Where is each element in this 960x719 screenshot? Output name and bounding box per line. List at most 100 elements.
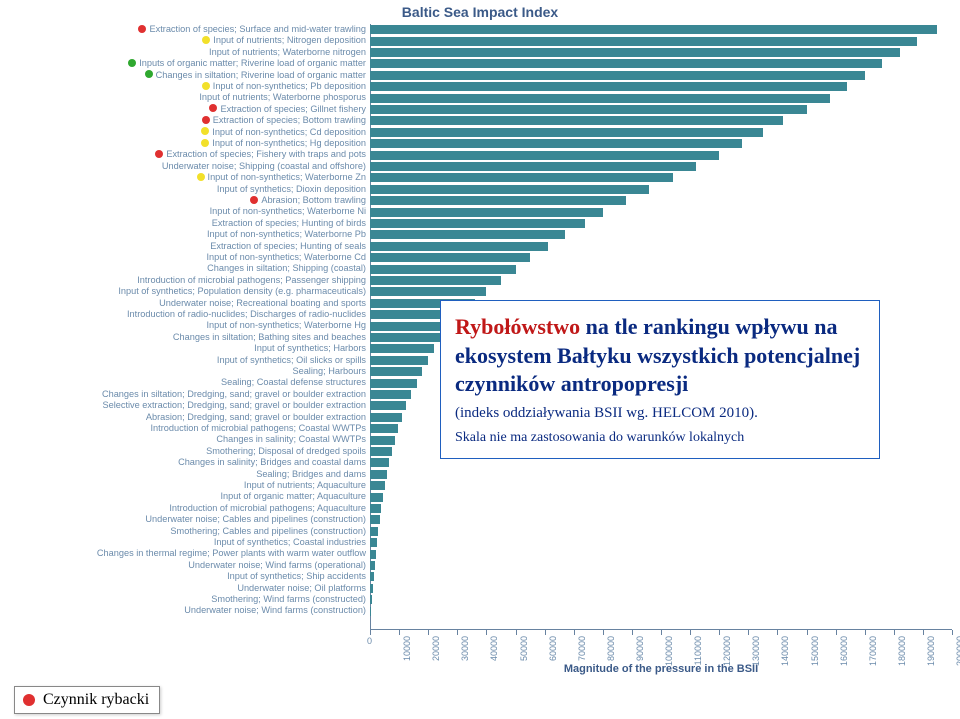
row-label-text: Sealing; Coastal defense structures xyxy=(221,377,366,387)
row-label-text: Extraction of species; Fishery with trap… xyxy=(166,149,366,159)
row-label: Selective extraction; Dredging, sand; gr… xyxy=(0,401,370,410)
x-tick-label: 100000 xyxy=(664,636,674,666)
chart-row: Extraction of species; Fishery with trap… xyxy=(0,149,960,160)
x-tick xyxy=(574,630,575,635)
row-label: Underwater noise; Shipping (coastal and … xyxy=(0,162,370,171)
chart-row: Underwater noise; Shipping (coastal and … xyxy=(0,161,960,172)
bar xyxy=(370,561,375,570)
row-label: Input of synthetics; Harbors xyxy=(0,344,370,353)
bar-cell xyxy=(370,595,960,605)
legend-box: Czynnik rybacki xyxy=(14,686,160,714)
bar xyxy=(370,538,377,547)
category-dot-icon xyxy=(202,82,210,90)
row-label-text: Input of nutrients; Nitrogen deposition xyxy=(213,35,366,45)
x-tick xyxy=(952,630,953,635)
bar xyxy=(370,116,783,125)
bar-cell xyxy=(370,549,960,559)
bar-cell xyxy=(370,287,960,297)
row-label: Smothering; Cables and pipelines (constr… xyxy=(0,527,370,536)
row-label: Changes in siltation; Riverine load of o… xyxy=(0,71,370,80)
legend-label: Czynnik rybacki xyxy=(43,691,149,709)
row-label-text: Underwater noise; Recreational boating a… xyxy=(159,298,366,308)
row-label-text: Input of synthetics; Harbors xyxy=(254,343,366,353)
row-label-text: Introduction of microbial pathogens; Pas… xyxy=(137,275,366,285)
row-label-text: Input of non-synthetics; Waterborne Zn xyxy=(208,172,366,182)
chart-row: Extraction of species; Surface and mid-w… xyxy=(0,24,960,35)
row-label-text: Underwater noise; Cables and pipelines (… xyxy=(145,514,366,524)
bar-cell xyxy=(370,526,960,536)
row-label-text: Underwater noise; Shipping (coastal and … xyxy=(162,161,366,171)
x-tick-label: 10000 xyxy=(402,636,412,661)
row-label: Changes in siltation; Shipping (coastal) xyxy=(0,264,370,273)
x-tick xyxy=(690,630,691,635)
x-tick xyxy=(865,630,866,635)
x-tick-label: 120000 xyxy=(722,636,732,666)
row-label-text: Changes in siltation; Bathing sites and … xyxy=(173,332,366,342)
row-label-text: Introduction of radio-nuclides; Discharg… xyxy=(127,309,366,319)
chart-row: Sealing; Bridges and dams xyxy=(0,469,960,480)
row-label: Input of non-synthetics; Pb deposition xyxy=(0,82,370,91)
chart-row: Introduction of microbial pathogens; Pas… xyxy=(0,275,960,286)
category-dot-icon xyxy=(197,173,205,181)
x-tick-label: 70000 xyxy=(577,636,587,661)
chart-row: Smothering; Cables and pipelines (constr… xyxy=(0,526,960,537)
row-label: Input of non-synthetics; Waterborne Ni xyxy=(0,207,370,216)
chart-row: Input of nutrients; Aquaculture xyxy=(0,480,960,491)
bar-cell xyxy=(370,275,960,285)
row-label-text: Input of non-synthetics; Waterborne Cd xyxy=(206,252,366,262)
row-label-text: Inputs of organic matter; Riverine load … xyxy=(139,58,366,68)
bar xyxy=(370,436,395,445)
row-label: Input of synthetics; Coastal industries xyxy=(0,538,370,547)
bar xyxy=(370,470,387,479)
bar-cell xyxy=(370,82,960,92)
row-label-text: Changes in siltation; Shipping (coastal) xyxy=(207,263,366,273)
bar xyxy=(370,139,742,148)
x-tick xyxy=(836,630,837,635)
chart-row: Input of nutrients; Nitrogen deposition xyxy=(0,35,960,46)
bar xyxy=(370,458,389,467)
bar xyxy=(370,390,411,399)
row-label-text: Underwater noise; Wind farms (operationa… xyxy=(188,560,366,570)
row-label-text: Sealing; Bridges and dams xyxy=(256,469,366,479)
row-label: Abrasion; Dredging, sand; gravel or boul… xyxy=(0,413,370,422)
bar-cell xyxy=(370,253,960,263)
row-label-text: Selective extraction; Dredging, sand; gr… xyxy=(102,400,366,410)
bar-cell xyxy=(370,36,960,46)
x-tick-label: 150000 xyxy=(810,636,820,666)
x-tick-label: 50000 xyxy=(519,636,529,661)
chart-row: Extraction of species; Gillnet fishery xyxy=(0,104,960,115)
bar xyxy=(370,607,371,616)
bar xyxy=(370,550,376,559)
row-label-text: Input of non-synthetics; Hg deposition xyxy=(212,138,366,148)
bar xyxy=(370,185,649,194)
x-tick-label: 200000 xyxy=(955,636,960,666)
chart-row: Extraction of species; Hunting of seals xyxy=(0,241,960,252)
chart-row: Changes in siltation; Shipping (coastal) xyxy=(0,263,960,274)
chart-row: Inputs of organic matter; Riverine load … xyxy=(0,58,960,69)
category-dot-icon xyxy=(201,139,209,147)
row-label: Sealing; Harbours xyxy=(0,367,370,376)
bar xyxy=(370,82,847,91)
x-tick-label: 80000 xyxy=(606,636,616,661)
row-label: Extraction of species; Hunting of birds xyxy=(0,219,370,228)
bar xyxy=(370,208,603,217)
row-label-text: Smothering; Cables and pipelines (constr… xyxy=(170,526,366,536)
x-tick-label: 160000 xyxy=(839,636,849,666)
x-tick xyxy=(457,630,458,635)
row-label: Changes in thermal regime; Power plants … xyxy=(0,549,370,558)
row-label: Changes in siltation; Dredging, sand; gr… xyxy=(0,390,370,399)
x-tick xyxy=(428,630,429,635)
chart-row: Input of non-synthetics; Pb deposition xyxy=(0,81,960,92)
chart-row: Input of non-synthetics; Waterborne Pb xyxy=(0,229,960,240)
row-label-text: Abrasion; Dredging, sand; gravel or boul… xyxy=(146,412,366,422)
bar xyxy=(370,59,882,68)
row-label-text: Changes in thermal regime; Power plants … xyxy=(97,548,366,558)
category-dot-icon xyxy=(202,36,210,44)
bar-cell xyxy=(370,264,960,274)
row-label-text: Smothering; Disposal of dredged spoils xyxy=(206,446,366,456)
row-label-text: Extraction of species; Hunting of seals xyxy=(210,241,366,251)
bar xyxy=(370,356,428,365)
x-tick-label: 110000 xyxy=(693,636,703,665)
bar-cell xyxy=(370,127,960,137)
chart-row: Input of organic matter; Aquaculture xyxy=(0,491,960,502)
